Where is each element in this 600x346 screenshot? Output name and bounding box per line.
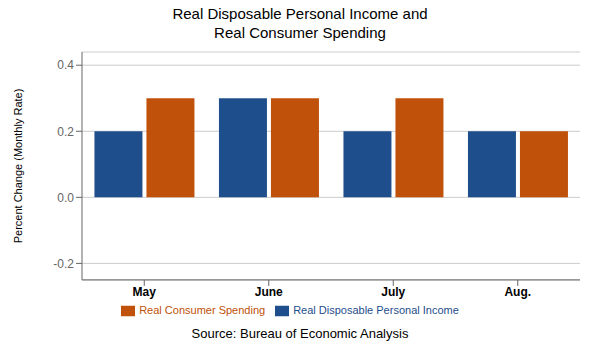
svg-text:0.4: 0.4 <box>57 58 74 72</box>
html-text:Source: Bureau of Economic Ana: Source: Bureau of Economic Analysis <box>191 326 409 341</box>
svg-text:July: July <box>381 285 405 299</box>
html-text:Real Consumer Spending: Real Consumer Spending <box>139 303 266 316</box>
svg-text:June: June <box>255 285 283 299</box>
svg-text:0.0: 0.0 <box>57 191 74 205</box>
svg-text:Percent Change (Monthly Rate): Percent Change (Monthly Rate) <box>12 89 24 244</box>
svg-text:0.2: 0.2 <box>57 125 74 139</box>
html-text:Real Disposable Personal Incom: Real Disposable Personal Income and <box>172 5 428 22</box>
svg-text:May: May <box>133 285 157 299</box>
html-text:Real Disposable Personal Incom: Real Disposable Personal Income <box>293 303 459 316</box>
svg-text:-0.2: -0.2 <box>53 257 74 271</box>
html-text:Real Consumer Spending: Real Consumer Spending <box>214 24 386 41</box>
svg-text:Aug.: Aug. <box>504 285 531 299</box>
